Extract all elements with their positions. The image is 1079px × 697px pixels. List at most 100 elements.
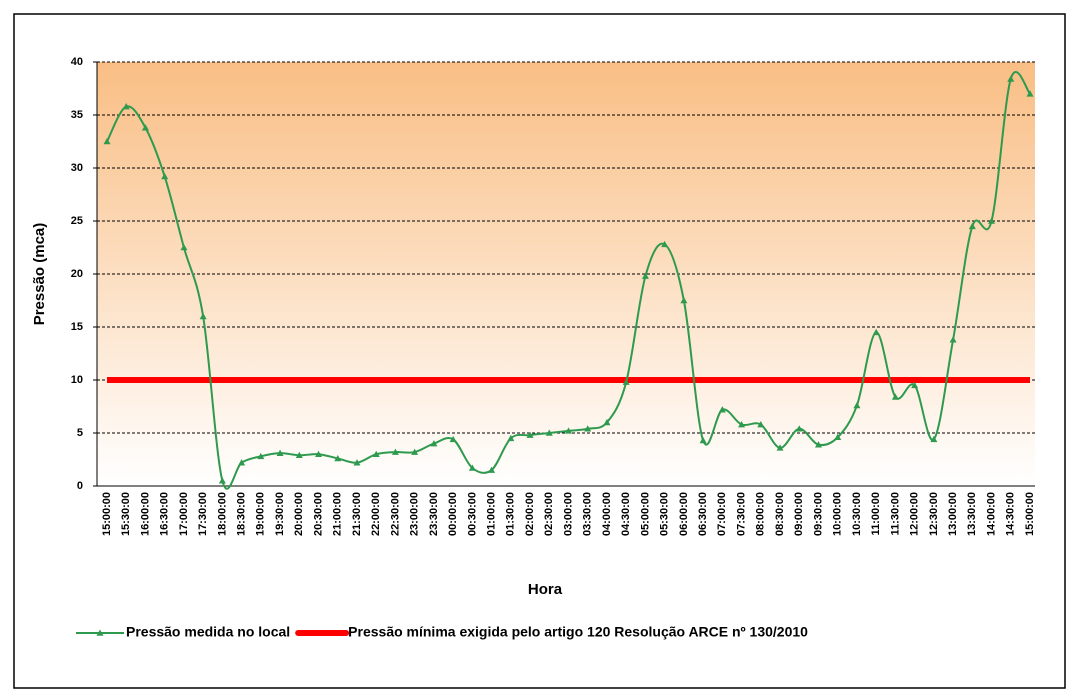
data-point	[1007, 75, 1015, 82]
data-point	[853, 401, 861, 409]
legend-label: Pressão medida no local	[126, 624, 290, 640]
y-tick-label: 35	[71, 109, 83, 121]
data-point	[218, 477, 226, 484]
x-tick-label: 22:00:00	[370, 492, 382, 536]
data-point	[814, 441, 822, 448]
data-point	[603, 418, 611, 426]
data-point	[834, 433, 842, 441]
x-tick-label: 11:00:00	[870, 492, 882, 535]
data-point	[276, 449, 284, 456]
x-tick-label: 15:00:00	[101, 492, 113, 536]
x-tick-label: 22:30:00	[389, 492, 401, 536]
x-tick-label: 06:30:00	[697, 492, 709, 536]
x-tick-label: 21:30:00	[351, 492, 363, 536]
data-point	[103, 138, 111, 145]
x-tick-label: 09:30:00	[812, 492, 824, 536]
x-tick-label: 12:00:00	[909, 492, 921, 536]
data-point	[199, 312, 207, 320]
x-tick-label: 00:30:00	[466, 492, 478, 536]
x-tick-label: 06:00:00	[678, 492, 690, 536]
data-point	[141, 124, 149, 131]
data-point	[911, 381, 919, 389]
x-tick-label: 03:00:00	[562, 492, 574, 536]
x-tick-label: 11:30:00	[889, 492, 901, 535]
data-point	[122, 103, 130, 110]
y-tick-label: 20	[71, 268, 83, 280]
data-point	[776, 444, 784, 451]
x-tick-label: 16:00:00	[139, 492, 151, 536]
data-point	[411, 448, 419, 455]
data-point	[718, 406, 726, 413]
legend-label: Pressão mínima exigida pelo artigo 120 R…	[348, 624, 808, 640]
x-tick-label: 17:30:00	[197, 492, 209, 536]
data-point	[757, 421, 765, 428]
x-tick-label: 08:30:00	[774, 492, 786, 536]
data-point	[565, 427, 572, 434]
x-tick-label: 01:00:00	[485, 492, 497, 536]
data-point	[949, 336, 957, 343]
x-tick-label: 08:00:00	[755, 492, 767, 536]
data-point	[238, 459, 246, 466]
y-tick-label: 30	[71, 162, 83, 174]
x-tick-label: 20:00:00	[293, 492, 305, 536]
x-tick-label: 19:30:00	[274, 492, 286, 536]
data-point	[1026, 90, 1034, 97]
x-tick-label: 02:00:00	[524, 492, 536, 536]
x-tick-label: 23:00:00	[409, 492, 421, 536]
data-point	[795, 425, 803, 432]
x-tick-label: 15:00:00	[1024, 492, 1036, 536]
x-tick-label: 09:00:00	[793, 492, 805, 536]
data-point	[968, 222, 976, 230]
y-tick-label: 5	[77, 427, 83, 439]
data-point	[584, 425, 592, 432]
data-point	[622, 378, 630, 385]
x-tick-label: 16:30:00	[159, 492, 171, 536]
x-tick-label: 07:00:00	[716, 492, 728, 536]
y-tick-label: 10	[71, 374, 83, 386]
x-tick-label: 04:30:00	[620, 492, 632, 536]
data-point	[372, 450, 380, 457]
data-point	[680, 297, 688, 304]
y-axis-title: Pressão (mca)	[31, 223, 48, 326]
data-point	[872, 328, 880, 336]
data-point	[257, 452, 265, 460]
x-tick-label: 01:30:00	[505, 492, 517, 536]
x-tick-label: 03:30:00	[582, 492, 594, 536]
x-tick-label: 20:30:00	[312, 492, 324, 536]
data-point	[468, 464, 476, 471]
data-point	[507, 434, 515, 442]
data-point	[334, 454, 342, 462]
x-tick-label: 10:00:00	[832, 492, 844, 536]
x-tick-label: 19:00:00	[255, 492, 267, 536]
data-point	[295, 451, 303, 459]
data-point	[353, 459, 361, 466]
y-tick-label: 40	[71, 56, 83, 68]
y-tick-label: 0	[77, 480, 83, 492]
data-point	[391, 448, 399, 455]
x-axis-title: Hora	[528, 581, 563, 598]
x-tick-label: 05:30:00	[659, 492, 671, 536]
legend-marker	[96, 629, 104, 636]
x-tick-label: 02:30:00	[543, 492, 555, 536]
x-tick-label: 15:30:00	[120, 492, 132, 536]
data-point	[449, 435, 457, 443]
x-tick-label: 14:00:00	[985, 492, 997, 536]
x-tick-label: 13:30:00	[966, 492, 978, 536]
data-point	[430, 440, 438, 447]
data-point	[180, 244, 188, 251]
x-tick-label: 18:30:00	[236, 492, 248, 536]
data-point	[738, 421, 746, 428]
data-point	[526, 431, 534, 438]
x-tick-label: 05:00:00	[639, 492, 651, 536]
x-tick-label: 00:00:00	[447, 492, 459, 536]
y-tick-label: 15	[71, 321, 83, 333]
x-tick-label: 07:30:00	[735, 492, 747, 536]
data-point	[488, 466, 496, 473]
data-point	[661, 240, 669, 248]
x-tick-label: 14:30:00	[1005, 492, 1017, 536]
data-point	[930, 435, 938, 443]
x-tick-label: 23:30:00	[428, 492, 440, 536]
y-tick-label: 25	[71, 215, 83, 227]
data-point	[315, 450, 323, 457]
x-tick-label: 17:00:00	[178, 492, 190, 536]
